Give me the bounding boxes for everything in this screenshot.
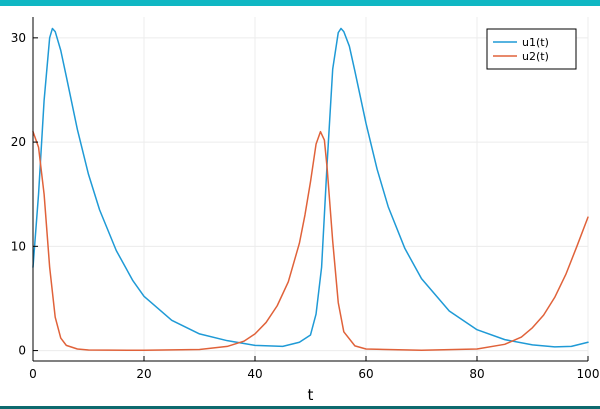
y-tick-label: 10: [11, 239, 26, 253]
bottom-accent-bar: [0, 406, 600, 409]
x-tick-label: 80: [469, 367, 484, 381]
y-tick-label: 20: [11, 135, 26, 149]
series-line-2: [32, 130, 589, 352]
x-axis-label: t: [308, 386, 314, 404]
legend-label-2: u2(t): [522, 50, 549, 63]
top-accent-bar: [0, 0, 600, 6]
x-tick-label: 100: [577, 367, 600, 381]
legend: u1(t)u2(t): [486, 28, 577, 70]
tick-layer: 0 20 40 60 80 100 0 10 20 30: [11, 17, 600, 381]
y-tick-label: 0: [18, 344, 26, 358]
legend-label-1: u1(t): [522, 36, 549, 49]
x-tick-label: 40: [247, 367, 262, 381]
legend-box: [486, 28, 577, 70]
x-tick-label: 60: [358, 367, 373, 381]
series-line-1: [32, 27, 589, 348]
x-tick-label: 0: [29, 367, 37, 381]
x-tick-label: 20: [136, 367, 151, 381]
y-tick-label: 30: [11, 31, 26, 45]
series-layer: [32, 27, 589, 352]
